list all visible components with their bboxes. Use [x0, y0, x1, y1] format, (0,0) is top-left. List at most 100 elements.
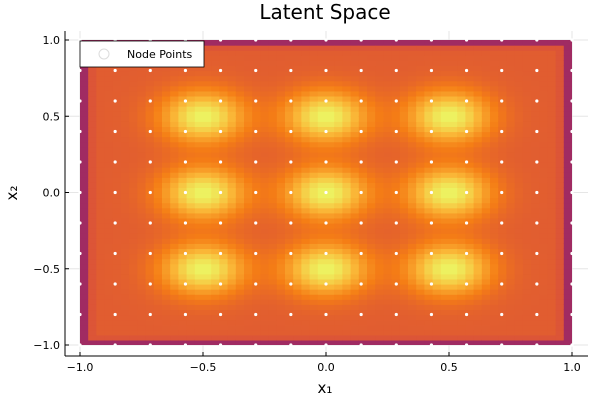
heatmap-cell: [317, 75, 327, 82]
heatmap-cell: [473, 60, 483, 67]
heatmap-cell: [547, 111, 557, 117]
heatmap-cell: [129, 299, 138, 305]
heatmap-cell: [317, 217, 327, 224]
heatmap-cell: [457, 131, 466, 138]
heatmap-cell: [137, 80, 147, 87]
heatmap-cell: [432, 126, 442, 133]
heatmap-cell: [391, 40, 401, 46]
heatmap-cell: [104, 309, 114, 316]
heatmap-cell: [170, 177, 179, 183]
heatmap-cell: [104, 319, 114, 326]
heatmap-cell: [440, 243, 450, 250]
heatmap-cell: [547, 243, 557, 250]
heatmap-cell: [112, 294, 122, 300]
heatmap-cell: [317, 40, 327, 46]
heatmap-cell: [375, 90, 384, 97]
heatmap-cell: [539, 223, 548, 229]
heatmap-cell: [104, 339, 114, 345]
heatmap-cell: [498, 45, 507, 51]
heatmap-cell: [317, 101, 327, 107]
heatmap-cell: [383, 75, 393, 82]
heatmap-cell: [383, 111, 393, 117]
heatmap-cell: [522, 55, 532, 61]
heatmap-cell: [112, 258, 122, 265]
heatmap-cell: [490, 50, 499, 56]
heatmap-cell: [399, 60, 409, 67]
heatmap-cell: [391, 101, 401, 107]
heatmap-cell: [367, 212, 376, 219]
heatmap-cell: [432, 111, 442, 117]
heatmap-cell: [194, 299, 204, 305]
legend-marker: [98, 48, 110, 60]
heatmap-cell: [88, 228, 97, 234]
heatmap-cell: [104, 70, 114, 77]
heatmap-cell: [465, 248, 475, 255]
heatmap-cell: [194, 121, 204, 128]
heatmap-cell: [162, 131, 171, 138]
heatmap-cell: [408, 177, 417, 183]
heatmap: [80, 40, 572, 345]
heatmap-cell: [350, 289, 360, 295]
heatmap-cell: [317, 243, 327, 250]
heatmap-cell: [457, 339, 466, 345]
heatmap-cell: [383, 258, 393, 265]
heatmap-cell: [88, 243, 97, 250]
heatmap-cell: [547, 116, 557, 122]
heatmap-cell: [465, 187, 475, 194]
heatmap-cell: [88, 248, 97, 255]
heatmap-cell: [506, 212, 516, 219]
heatmap-cell: [547, 278, 557, 285]
heatmap-cell: [358, 334, 368, 341]
heatmap-cell: [317, 131, 327, 138]
heatmap-cell: [522, 314, 532, 321]
heatmap-cell: [326, 40, 335, 46]
heatmap-cell: [268, 45, 278, 51]
heatmap-cell: [178, 172, 188, 178]
node-point: [289, 99, 293, 103]
heatmap-cell: [129, 263, 138, 270]
heatmap-cell: [506, 106, 516, 112]
heatmap-cell: [432, 278, 442, 285]
heatmap-cell: [367, 202, 376, 209]
heatmap-cell: [547, 233, 557, 239]
heatmap-cell: [137, 319, 147, 326]
heatmap-cell: [252, 90, 261, 97]
heatmap-cell: [350, 339, 360, 345]
heatmap-cell: [498, 50, 507, 56]
heatmap-cell: [350, 90, 360, 97]
heatmap-cell: [465, 238, 475, 244]
heatmap-cell: [473, 65, 483, 72]
heatmap-cell: [203, 289, 212, 295]
heatmap-cell: [391, 258, 401, 265]
heatmap-cell: [531, 40, 540, 46]
heatmap-cell: [285, 324, 294, 331]
heatmap-cell: [531, 217, 540, 224]
heatmap-cell: [481, 45, 491, 51]
heatmap-cell: [203, 304, 212, 311]
heatmap-cell: [153, 243, 163, 250]
heatmap-cell: [350, 40, 360, 46]
heatmap-cell: [285, 299, 294, 305]
heatmap-cell: [334, 309, 343, 316]
heatmap-cell: [547, 182, 557, 189]
heatmap-cell: [326, 75, 335, 82]
heatmap-cell: [96, 85, 106, 92]
heatmap-cell: [367, 248, 376, 255]
heatmap-cell: [211, 329, 220, 336]
heatmap-cell: [563, 248, 572, 255]
heatmap-cell: [276, 167, 286, 173]
heatmap-cell: [112, 339, 122, 345]
heatmap-cell: [539, 162, 548, 168]
heatmap-cell: [457, 80, 466, 87]
heatmap-cell: [506, 324, 516, 331]
heatmap-cell: [547, 258, 557, 265]
heatmap-cell: [449, 55, 458, 61]
heatmap-cell: [129, 90, 138, 97]
heatmap-cell: [129, 304, 138, 311]
heatmap-cell: [457, 65, 466, 72]
heatmap-cell: [309, 187, 319, 194]
heatmap-cell: [162, 177, 171, 183]
heatmap-cell: [326, 253, 335, 260]
heatmap-cell: [399, 111, 409, 117]
heatmap-cell: [203, 192, 212, 199]
